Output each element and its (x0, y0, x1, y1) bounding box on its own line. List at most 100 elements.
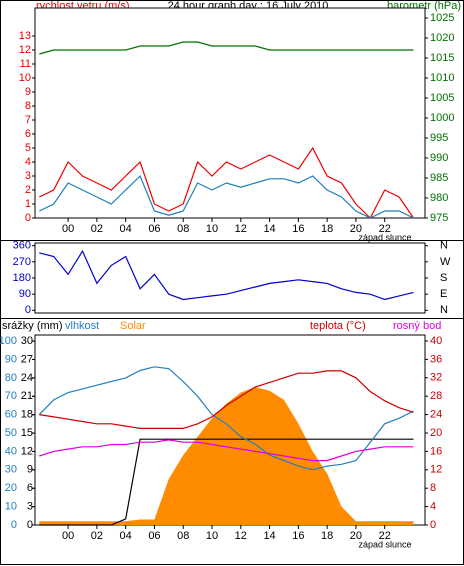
y-tick-label: 24 (21, 372, 33, 384)
x-tick-label: 04 (120, 530, 132, 542)
y3-tick-label: 30 (5, 464, 17, 476)
x-tick-label: 06 (148, 223, 160, 235)
y2-tick-label: 985 (430, 172, 448, 184)
y-tick-label: 180 (13, 272, 31, 284)
x-tick-label: 02 (91, 530, 103, 542)
y-tick-label: 11 (20, 58, 31, 70)
plot-area (34, 7, 426, 219)
y-tick-label: 12 (21, 445, 33, 457)
x-tick-label: 14 (263, 530, 275, 542)
line (39, 249, 414, 301)
legend-label: Solar (120, 320, 146, 332)
line (39, 146, 414, 219)
x-tick-label: 00 (62, 530, 74, 542)
y2-tick-label: 24 (430, 408, 442, 420)
y3-tick-label: 40 (5, 445, 17, 457)
y-tick-label: 0 (27, 519, 33, 531)
legend-label: rosný bod (393, 320, 441, 332)
y2-tick-label: 16 (430, 445, 442, 457)
y3-tick-label: 90 (5, 353, 17, 365)
y-tick-label: 270 (13, 256, 31, 268)
x-tick-label: 02 (91, 223, 103, 235)
y2-tick-label: 0 (430, 519, 436, 531)
y2-tick-label: 1020 (430, 32, 454, 44)
y2-tick-label: 1015 (430, 52, 454, 64)
y-tick-label: 10 (19, 72, 31, 84)
y2-tick-label: W (440, 256, 451, 268)
y-tick-label: 7 (25, 114, 31, 126)
y-tick-label: 12 (19, 44, 31, 56)
legend-label: teplota (°C) (310, 320, 366, 332)
y3-tick-label: 0 (11, 519, 17, 531)
x-tick-label: 16 (292, 530, 304, 542)
x-tick-label: 12 (235, 223, 247, 235)
y-tick-label: 6 (25, 128, 31, 140)
line (39, 439, 414, 462)
annotation: západ slunce (358, 539, 411, 549)
y2-tick-label: 990 (430, 152, 448, 164)
line (39, 174, 414, 219)
y-tick-label: 15 (21, 427, 33, 439)
y-tick-label: 13 (19, 30, 31, 42)
y-tick-label: 21 (21, 390, 33, 402)
y-tick-label: 0 (25, 212, 31, 224)
y3-tick-label: 60 (5, 409, 17, 421)
y2-tick-label: N (440, 240, 448, 252)
chart-title: 24 hour graph day : 16 July 2010 (168, 0, 329, 12)
y-tick-label: 6 (27, 482, 33, 494)
y2-tick-label: 1000 (430, 112, 454, 124)
y2-tick-label: 8 (430, 482, 436, 494)
y-tick-label: 30 (21, 335, 33, 347)
x-tick-label: 22 (379, 223, 391, 235)
y2-tick-label: 32 (430, 372, 442, 384)
x-tick-label: 14 (263, 223, 275, 235)
x-tick-label: 18 (321, 223, 333, 235)
y3-tick-label: 20 (5, 482, 17, 494)
y2-tick-label: 40 (430, 335, 442, 347)
y3-tick-label: 80 (5, 372, 17, 384)
y2-tick-label: 28 (430, 390, 442, 402)
x-tick-label: 08 (177, 223, 189, 235)
y-tick-label: 27 (21, 353, 33, 365)
y2-tick-label: 980 (430, 192, 448, 204)
y-tick-label: 9 (27, 464, 33, 476)
y-tick-label: 3 (25, 170, 31, 182)
legend-label: srážky (mm) (2, 320, 63, 332)
annotation: západ slunce (358, 232, 411, 242)
legend-label: vlhkost (65, 320, 99, 332)
y-tick-label: 3 (27, 501, 33, 513)
y3-tick-label: 100 (0, 335, 17, 347)
y3-tick-label: 10 (5, 501, 17, 513)
y-tick-label: 4 (25, 156, 31, 168)
y-tick-label: 360 (13, 240, 31, 252)
y-tick-label: 90 (19, 288, 31, 300)
y3-tick-label: 70 (5, 390, 17, 402)
area (39, 387, 414, 525)
y2-axis-label: barometr (hPa) (387, 0, 461, 12)
y-tick-label: 9 (25, 86, 31, 98)
y-tick-label: 18 (21, 409, 33, 421)
y2-tick-label: 12 (430, 464, 442, 476)
y-tick-label: 0 (25, 304, 31, 316)
y-tick-label: 5 (25, 142, 31, 154)
y-tick-label: 2 (25, 184, 31, 196)
x-tick-label: 16 (292, 223, 304, 235)
y2-tick-label: 36 (430, 353, 442, 365)
x-tick-label: 06 (148, 530, 160, 542)
x-tick-label: 20 (350, 223, 362, 235)
line (38, 366, 414, 471)
y2-tick-label: 975 (430, 212, 448, 224)
line (39, 438, 414, 526)
x-tick-label: 18 (321, 530, 333, 542)
x-tick-label: 12 (235, 530, 247, 542)
x-tick-label: 22 (379, 530, 391, 542)
y2-tick-label: 1010 (430, 72, 454, 84)
y-axis-label: rychlost vetru (m/s) (36, 0, 130, 12)
y2-tick-label: S (440, 272, 447, 284)
y-tick-label: 1 (25, 198, 31, 210)
y2-tick-label: 4 (430, 501, 436, 513)
y3-tick-label: 50 (5, 427, 17, 439)
y2-tick-label: 1025 (430, 12, 454, 24)
y2-tick-label: N (440, 304, 448, 316)
